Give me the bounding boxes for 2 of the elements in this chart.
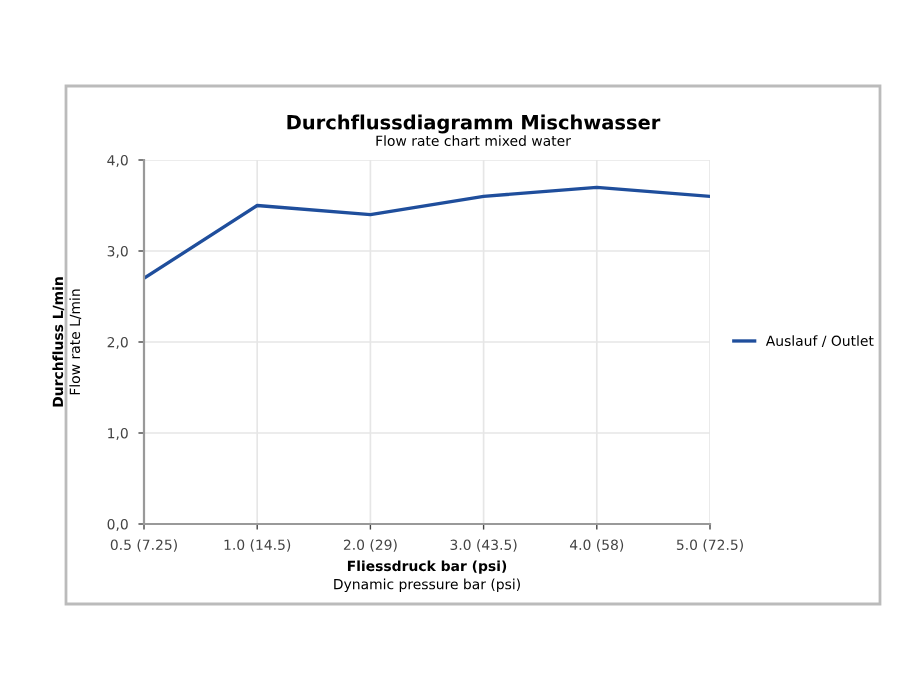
line-series (144, 185, 710, 280)
chart-title: Durchflussdiagramm Mischwasser (287, 114, 661, 134)
